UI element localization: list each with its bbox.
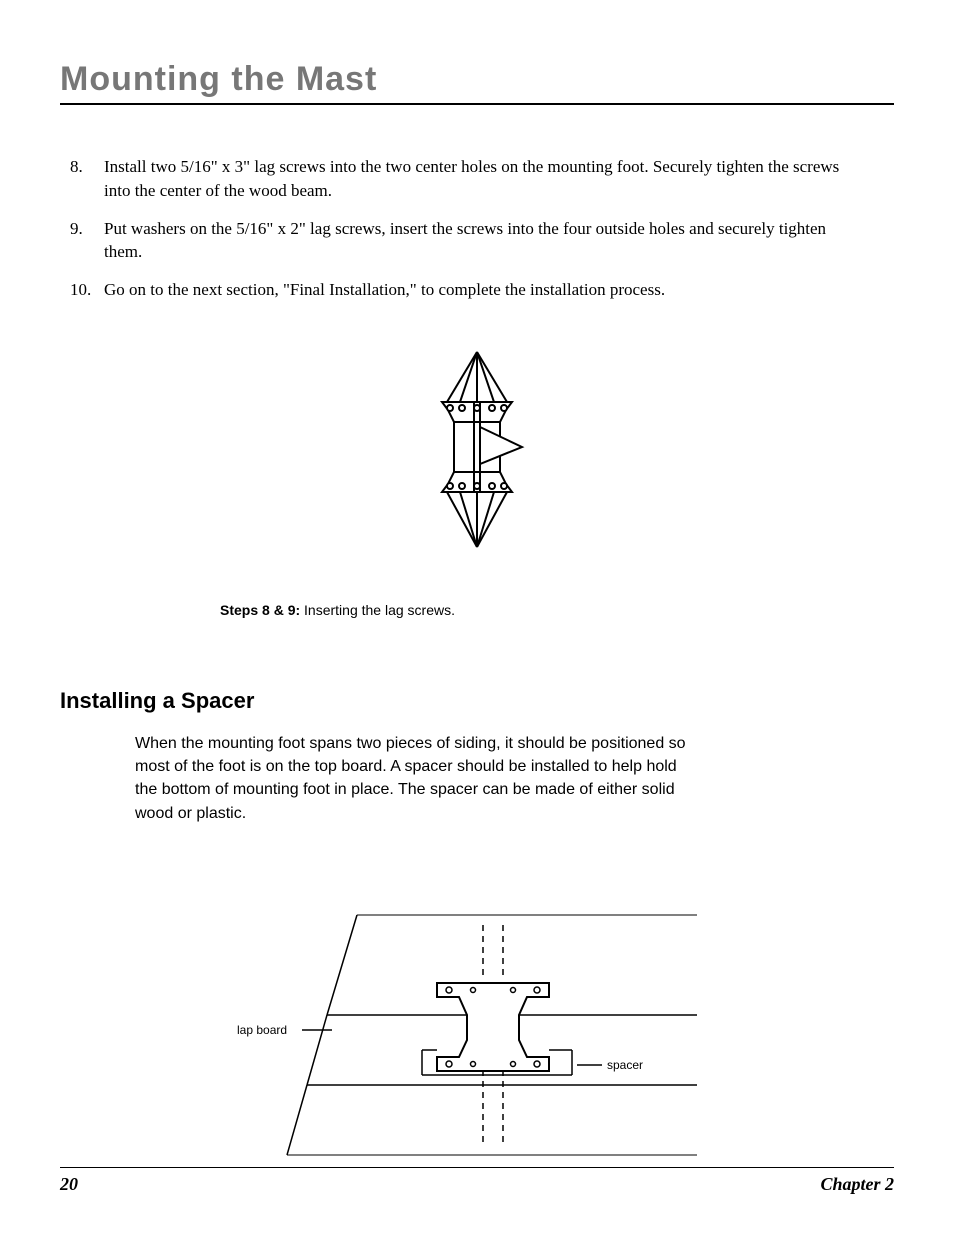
spacer-label: spacer [607,1058,643,1072]
section-body: When the mounting foot spans two pieces … [135,732,695,825]
page-title: Mounting the Mast [60,60,894,99]
step-number: 9. [70,217,104,265]
step-item: 9. Put washers on the 5/16" x 2" lag scr… [70,217,894,265]
step-item: 8. Install two 5/16" x 3" lag screws int… [70,155,894,203]
page: Mounting the Mast 8. Install two 5/16" x… [0,0,954,1235]
footer-rule [60,1167,894,1168]
caption-bold: Steps 8 & 9: [220,602,300,618]
step-item: 10. Go on to the next section, "Final In… [70,278,894,302]
step-text: Put washers on the 5/16" x 2" lag screws… [104,217,894,265]
spacer-diagram-icon: lap board spacer [227,905,727,1165]
step-number: 10. [70,278,104,302]
page-footer: 20 Chapter 2 [60,1167,894,1195]
figure-lag-screws: Steps 8 & 9: Inserting the lag screws. [60,342,894,618]
lag-screws-diagram-icon [412,342,542,562]
figure-caption: Steps 8 & 9: Inserting the lag screws. [60,602,894,618]
header-rule [60,103,894,105]
step-text: Install two 5/16" x 3" lag screws into t… [104,155,894,203]
section-heading: Installing a Spacer [60,688,894,714]
lap-board-label: lap board [237,1023,287,1037]
caption-text: Inserting the lag screws. [300,602,455,618]
step-number: 8. [70,155,104,203]
step-list: 8. Install two 5/16" x 3" lag screws int… [70,155,894,302]
page-number: 20 [60,1174,78,1195]
figure-spacer: lap board spacer [60,905,894,1170]
chapter-label: Chapter 2 [820,1174,894,1195]
step-text: Go on to the next section, "Final Instal… [104,278,894,302]
